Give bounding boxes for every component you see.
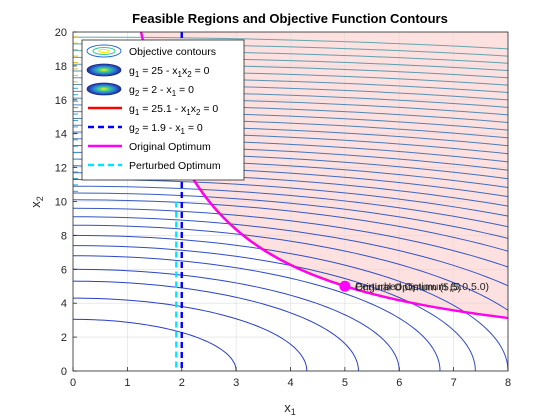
- y-tick-label: 2: [61, 332, 67, 344]
- objective-contour: [73, 245, 476, 371]
- objective-contour: [73, 192, 508, 239]
- chart-title: Feasible Regions and Objective Function …: [132, 11, 448, 26]
- legend-label: Objective contours: [129, 46, 216, 58]
- legend-box: [81, 39, 245, 181]
- y-tick-label: 16: [55, 95, 67, 107]
- x-tick-label: 3: [233, 377, 239, 389]
- objective-contour: [73, 84, 508, 101]
- objective-contour: [73, 124, 508, 147]
- legend-item: Original Optimum: [88, 141, 211, 153]
- objective-contour: [73, 56, 508, 72]
- y-axis-label-subscript: 2: [35, 196, 45, 201]
- x-tick-label: 7: [451, 377, 457, 389]
- x-tick-label: 8: [505, 377, 511, 389]
- x-tick-label: 5: [342, 377, 348, 389]
- legend-label: Original Optimum: [129, 141, 211, 153]
- objective-contour: [73, 255, 441, 371]
- objective-contour: [73, 234, 508, 371]
- y-tick-label: 8: [61, 230, 67, 242]
- objective-contour: [73, 318, 237, 371]
- legend-label: g2 = 2 - x1 = 0: [129, 84, 194, 98]
- objective-contour: [73, 158, 508, 189]
- legend-label: g2 = 1.9 - x1 = 0: [129, 122, 203, 136]
- objective-contour: [73, 216, 508, 287]
- objective-contour: [73, 97, 508, 116]
- y-axis-label: x2: [28, 196, 45, 208]
- objective-contour: [73, 224, 508, 311]
- objective-contour: [73, 104, 508, 123]
- legend-swatch-filled: [86, 82, 122, 96]
- y-tick-label: 0: [61, 366, 67, 378]
- objective-contour: [73, 43, 508, 57]
- original-optimum-marker: [339, 280, 351, 292]
- objective-contour: [73, 111, 508, 131]
- objective-contour: [73, 165, 508, 198]
- x-tick-label: 0: [70, 377, 76, 389]
- objective-contour: [73, 50, 508, 64]
- y-tick-label: 10: [55, 197, 67, 209]
- legend-label: Perturbed Optimum: [129, 160, 221, 172]
- x-tick-label: 4: [287, 377, 293, 389]
- objective-contour: [73, 117, 508, 139]
- legend-item: g1 = 25 - x1x2 = 0: [86, 63, 210, 79]
- original-optimum-label: Original Optimum (5,5): [355, 281, 461, 293]
- y-tick-label: 18: [55, 61, 67, 73]
- x-tick-label: 1: [124, 377, 130, 389]
- legend-label: g1 = 25 - x1x2 = 0: [129, 65, 210, 79]
- x-axis-label: x1: [284, 400, 296, 417]
- legend-label: g1 = 25.1 - x1x2 = 0: [129, 103, 218, 117]
- y-tick-label: 12: [55, 163, 67, 175]
- legend-item: Perturbed Optimum: [88, 160, 221, 172]
- x-tick-label: 2: [179, 377, 185, 389]
- objective-contour: [73, 70, 508, 86]
- y-tick-label: 4: [61, 298, 67, 310]
- objective-contour: [73, 297, 308, 371]
- x-axis-label-subscript: 1: [291, 407, 296, 417]
- objective-contour: [73, 172, 508, 207]
- g1-original-curve: [139, 32, 508, 320]
- objective-contour: [73, 268, 400, 371]
- legend-swatch-contour: [86, 44, 122, 58]
- legend-swatch-filled: [86, 63, 122, 77]
- objective-contour: [73, 145, 508, 171]
- y-tick-label: 20: [55, 27, 67, 39]
- objective-contour: [73, 178, 508, 217]
- y-tick-label: 14: [55, 129, 67, 141]
- perturbed-optimum-label: Perturbed Optimum (5.0,5.0): [355, 281, 489, 293]
- objective-contour: [73, 90, 508, 108]
- legend-item: g2 = 2 - x1 = 0: [86, 82, 194, 98]
- objective-contour: [73, 199, 508, 252]
- objective-contour: [73, 185, 508, 228]
- legend-swatch-contour-inner: [92, 47, 116, 55]
- objective-contour: [73, 138, 508, 163]
- legend: Objective contours g1 = 25 - x1x2 = 0 g2 =…: [81, 39, 245, 181]
- objective-contour: [73, 77, 508, 93]
- x-tick-label: 6: [396, 377, 402, 389]
- objective-contour: [73, 36, 508, 50]
- legend-swatch-contour-core: [98, 49, 110, 53]
- y-tick-label: 6: [61, 264, 67, 276]
- objective-contour: [73, 131, 508, 155]
- objective-contour: [73, 151, 508, 180]
- legend-item: Objective contours: [86, 44, 216, 58]
- objective-contour: [73, 63, 508, 79]
- objective-contour: [73, 280, 359, 371]
- legend-item: g1 = 25.1 - x1x2 = 0: [88, 103, 218, 117]
- legend-item: g2 = 1.9 - x1 = 0: [88, 122, 203, 136]
